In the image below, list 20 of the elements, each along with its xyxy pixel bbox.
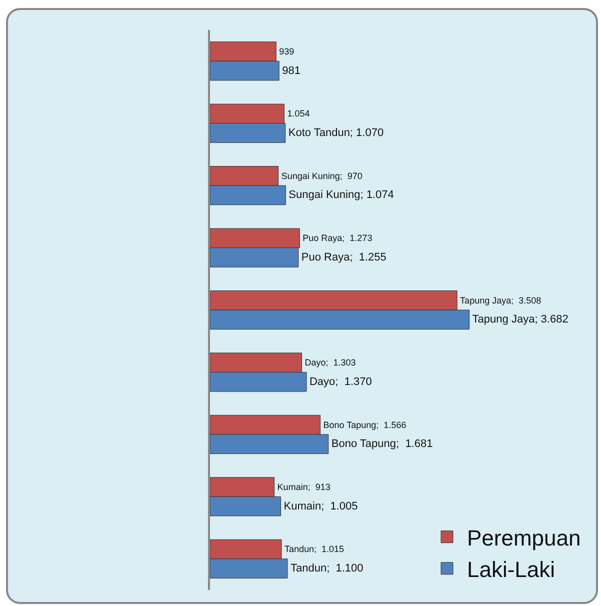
data-label: 981 — [282, 64, 300, 77]
data-label: Bono Tapung; 1.681 — [331, 438, 433, 450]
data-label: Koto Tandun; 1.070 — [288, 126, 384, 139]
data-label: Tapung Jaya; 3.682 — [472, 314, 568, 326]
data-label: 939 — [279, 46, 294, 56]
data-label: Dayo; 1.370 — [309, 376, 372, 388]
legend-label: Perempuan — [467, 525, 581, 550]
data-label: 1.054 — [287, 108, 310, 119]
legend-label: Laki-Laki — [467, 556, 556, 582]
data-label: Kumain; 1.005 — [284, 500, 358, 512]
data-label: Kumain; 913 — [277, 482, 330, 492]
data-label: Bono Tapung; 1.566 — [323, 420, 406, 430]
data-label: Tandun; 1.015 — [284, 544, 344, 554]
data-label: Tandun; 1.100 — [290, 562, 364, 575]
data-label: Puo Raya; 1.273 — [302, 233, 372, 244]
data-label: Sungai Kuning; 970 — [281, 170, 362, 181]
data-label: Puo Raya; 1.255 — [301, 251, 386, 264]
data-label: Tapung Jaya; 3.508 — [460, 295, 542, 306]
data-label: Dayo; 1.303 — [304, 358, 356, 368]
data-label: Sungai Kuning; 1.074 — [288, 189, 394, 202]
